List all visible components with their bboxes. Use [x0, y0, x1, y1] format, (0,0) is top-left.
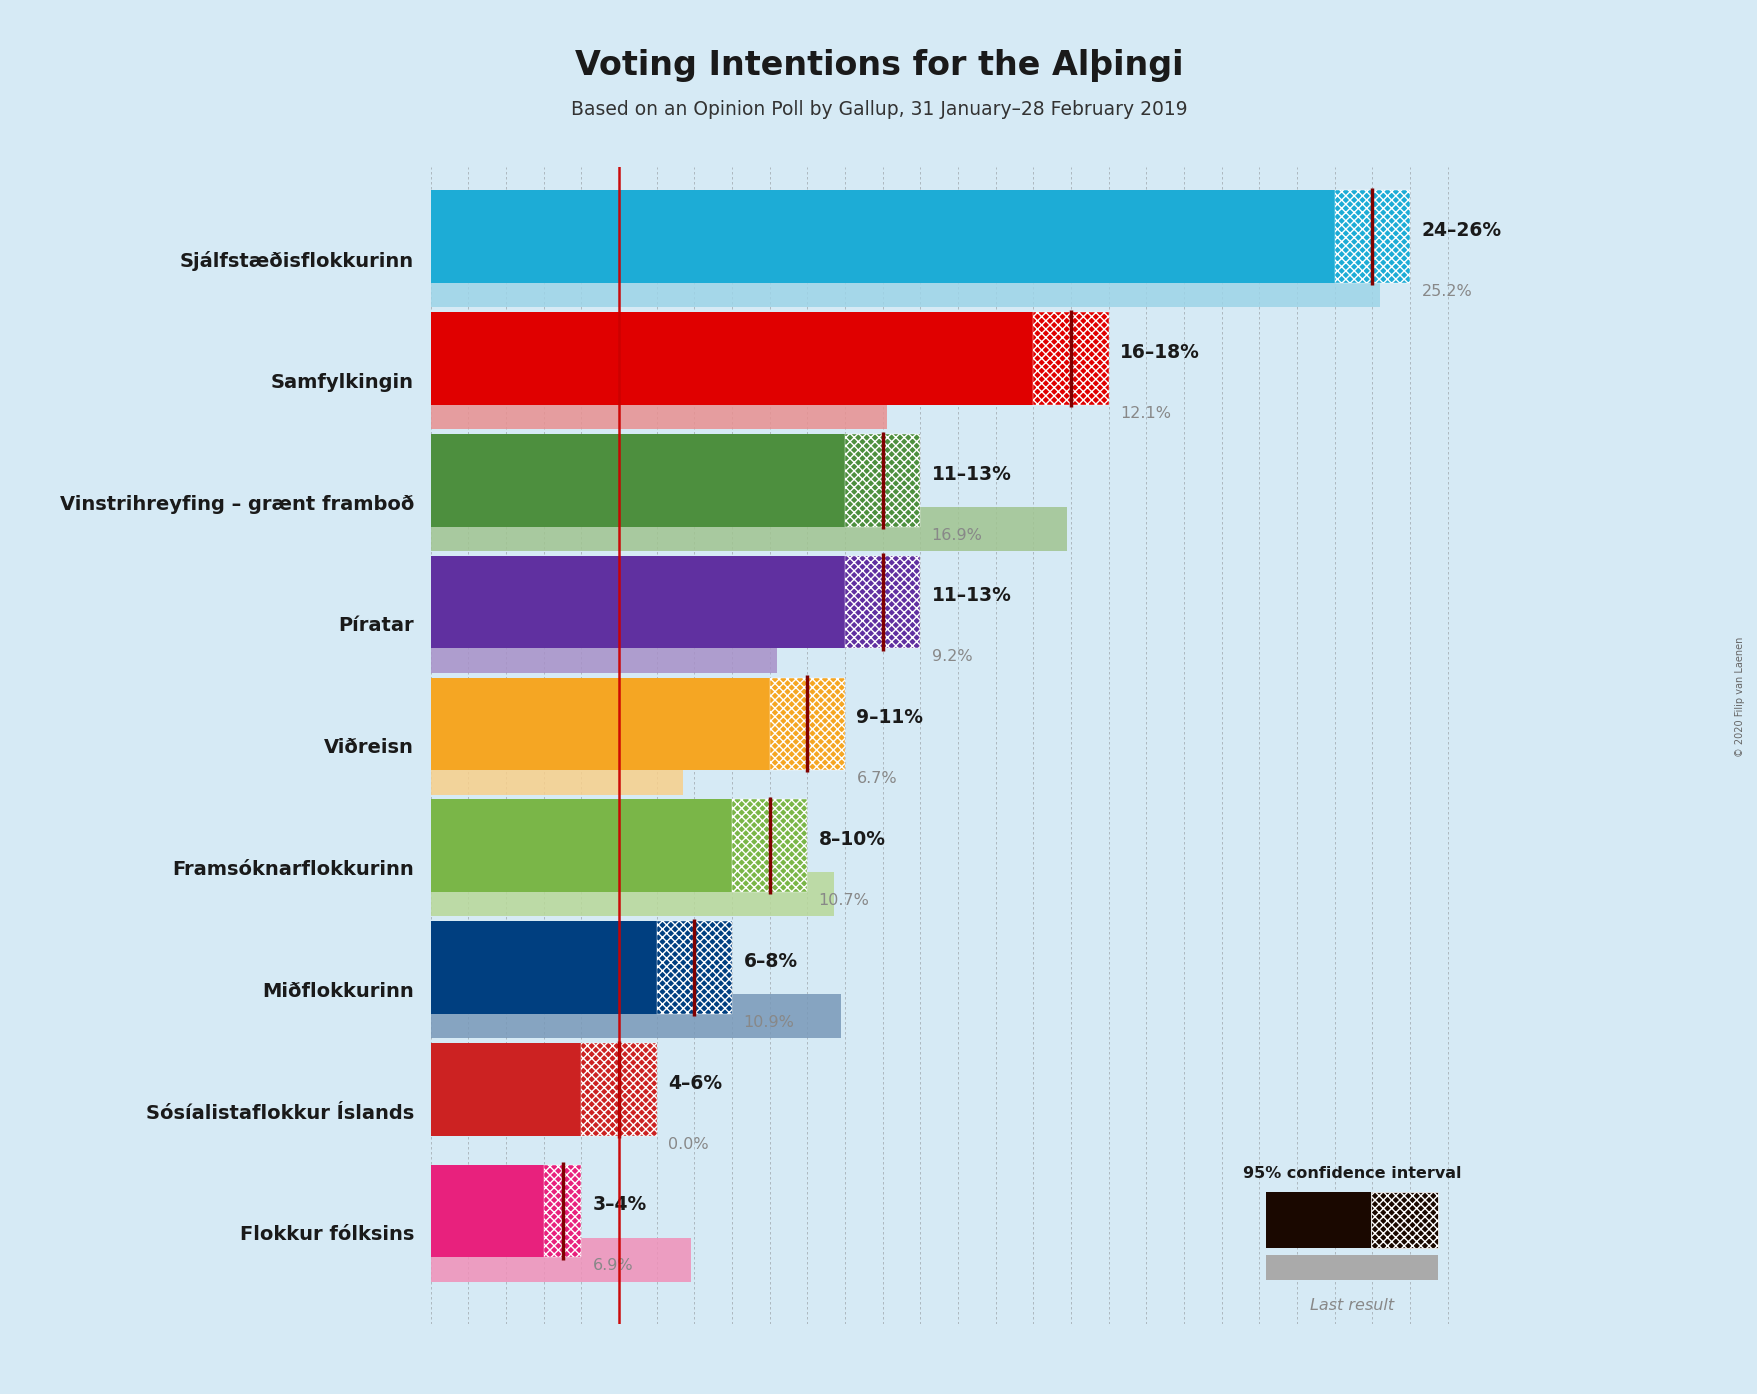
Text: Based on an Opinion Poll by Gallup, 31 January–28 February 2019: Based on an Opinion Poll by Gallup, 31 J…: [571, 100, 1186, 120]
Bar: [430, 556, 845, 648]
Text: 8–10%: 8–10%: [819, 829, 886, 849]
Bar: [430, 1238, 691, 1281]
Text: 12.1%: 12.1%: [1119, 406, 1170, 421]
Bar: [582, 1043, 657, 1136]
Bar: [430, 507, 1066, 551]
Text: 6–8%: 6–8%: [743, 952, 798, 970]
Text: 4–6%: 4–6%: [668, 1073, 722, 1093]
Text: 3–4%: 3–4%: [592, 1196, 647, 1214]
Text: © 2020 Filip van Laenen: © 2020 Filip van Laenen: [1734, 637, 1745, 757]
Bar: [430, 921, 657, 1013]
Text: Voting Intentions for the Alþingi: Voting Intentions for the Alþingi: [575, 49, 1182, 82]
Text: 16.9%: 16.9%: [931, 527, 982, 542]
Bar: [770, 677, 845, 769]
Text: 25.2%: 25.2%: [1421, 284, 1471, 298]
Text: with median: with median: [1295, 1195, 1407, 1210]
Text: 95% confidence interval: 95% confidence interval: [1242, 1165, 1460, 1181]
Text: 11–13%: 11–13%: [931, 587, 1010, 605]
Bar: [430, 312, 1033, 404]
Bar: [430, 263, 1379, 307]
Bar: [657, 921, 731, 1013]
Text: 16–18%: 16–18%: [1119, 343, 1200, 362]
Text: 6.9%: 6.9%: [592, 1259, 633, 1273]
Bar: [845, 556, 921, 648]
Bar: [731, 799, 806, 892]
Text: 6.7%: 6.7%: [856, 771, 896, 786]
Text: 9–11%: 9–11%: [856, 708, 922, 728]
Text: 10.7%: 10.7%: [819, 894, 870, 907]
Text: 24–26%: 24–26%: [1421, 222, 1500, 240]
Text: Last result: Last result: [1309, 1298, 1393, 1313]
Bar: [543, 1165, 582, 1257]
Bar: [430, 1043, 582, 1136]
Text: 9.2%: 9.2%: [931, 650, 972, 665]
Bar: [1334, 191, 1409, 283]
Bar: [430, 191, 1334, 283]
Bar: [430, 873, 833, 916]
Text: 11–13%: 11–13%: [931, 464, 1010, 484]
Bar: [845, 434, 921, 527]
Bar: [430, 385, 886, 429]
Bar: [430, 434, 845, 527]
Bar: [430, 994, 842, 1039]
Bar: [430, 1165, 543, 1257]
Bar: [430, 799, 731, 892]
Bar: [1033, 312, 1109, 404]
Bar: [430, 750, 683, 795]
Bar: [430, 677, 770, 769]
Bar: [430, 629, 777, 673]
Text: 10.9%: 10.9%: [743, 1015, 794, 1030]
Text: 0.0%: 0.0%: [668, 1136, 708, 1151]
